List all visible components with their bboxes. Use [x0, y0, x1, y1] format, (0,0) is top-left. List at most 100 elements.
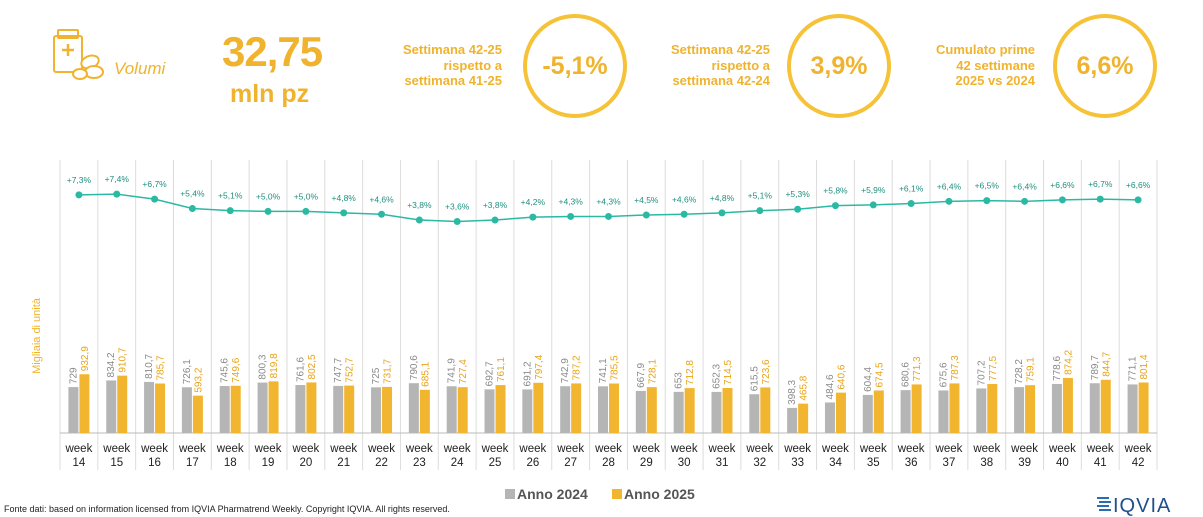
data-label-2024: 484,6 — [825, 374, 836, 399]
data-label-2024: 604,4 — [863, 366, 874, 391]
x-tick-label-number: 40 — [1056, 457, 1069, 469]
data-label-2024: 652,3 — [711, 363, 722, 388]
x-tick-label-week: week — [518, 443, 546, 455]
data-label-2025: 712,8 — [685, 360, 696, 385]
growth-point — [340, 209, 348, 217]
kpi-label: Volumi — [114, 59, 166, 78]
x-tick-label-week: week — [1086, 443, 1114, 455]
x-tick-label-number: 23 — [413, 457, 426, 469]
bar-2025-week-31 — [722, 387, 733, 433]
growth-label: +7,4% — [105, 174, 130, 184]
data-label-2024: 680,6 — [901, 362, 912, 387]
x-tick-label-number: 39 — [1018, 457, 1031, 469]
x-tick-label-week: week — [594, 443, 622, 455]
kpi-box-2-line-3: settimana 42-24 — [672, 73, 770, 88]
x-tick-label-week: week — [1124, 443, 1152, 455]
kpi-box-1-line-3: settimana 41-25 — [404, 73, 502, 88]
bar-2024-week-26 — [522, 389, 533, 433]
bar-2025-week-25 — [495, 385, 506, 433]
bar-2024-week-20 — [295, 385, 306, 433]
data-label-2025: 844,7 — [1101, 351, 1112, 376]
data-label-2025: 465,8 — [799, 375, 810, 400]
x-tick-label-number: 32 — [753, 457, 766, 469]
bar-2025-week-27 — [571, 383, 582, 433]
kpi-box-3-circle: 6,6% — [1053, 14, 1157, 118]
x-tick-label-week: week — [670, 443, 698, 455]
growth-label: +6,7% — [142, 179, 167, 189]
data-label-2024: 745,6 — [220, 358, 231, 383]
data-label-2024: 726,1 — [182, 359, 193, 384]
bar-2025-week-29 — [646, 387, 657, 433]
growth-label: +5,9% — [861, 185, 886, 195]
x-tick-label-number: 33 — [791, 457, 804, 469]
x-tick-label-week: week — [708, 443, 736, 455]
growth-label: +5,1% — [748, 191, 773, 201]
x-tick-label-week: week — [632, 443, 660, 455]
x-tick-label-number: 37 — [943, 457, 956, 469]
pills-box-icon — [53, 29, 104, 80]
kpi-box-2-text: Settimana 42-25 rispetto a settimana 42-… — [620, 42, 770, 89]
bar-2025-week-37 — [949, 383, 960, 433]
data-label-2025: 752,7 — [345, 357, 356, 382]
bar-2024-week-36 — [900, 390, 911, 433]
data-label-2024: 398,3 — [787, 379, 798, 404]
bar-2024-week-39 — [1014, 387, 1025, 433]
growth-point — [869, 201, 877, 209]
growth-point — [945, 197, 953, 205]
data-label-2025: 759,1 — [1026, 357, 1037, 382]
data-label-2024: 747,7 — [333, 357, 344, 382]
growth-label: +7,3% — [67, 175, 92, 185]
data-label-2024: 778,6 — [1052, 355, 1063, 380]
logo-text: IQVIA — [1113, 495, 1171, 517]
x-tick-label-number: 34 — [829, 457, 842, 469]
growth-label: +4,6% — [672, 194, 697, 204]
growth-point — [302, 207, 310, 215]
bar-2024-week-23 — [408, 383, 419, 433]
bar-2024-week-32 — [749, 394, 760, 433]
growth-label: +6,4% — [1012, 181, 1037, 191]
x-tick-label-week: week — [178, 443, 206, 455]
growth-label: +6,7% — [1088, 179, 1113, 189]
x-tick-label-number: 42 — [1132, 457, 1145, 469]
x-tick-label-number: 26 — [526, 457, 539, 469]
data-label-2024: 742,9 — [560, 358, 571, 383]
growth-point — [453, 217, 461, 225]
legend: Anno 2024 Anno 2025 — [505, 486, 695, 502]
growth-point — [567, 212, 575, 220]
growth-label: +4,8% — [332, 193, 357, 203]
growth-label: +5,3% — [785, 189, 810, 199]
bar-2024-week-19 — [257, 382, 268, 433]
growth-label: +4,6% — [369, 194, 394, 204]
data-label-2025: 723,6 — [761, 359, 772, 384]
bar-2025-week-38 — [987, 384, 998, 433]
data-label-2025: 777,5 — [988, 356, 999, 381]
growth-label: +6,6% — [1126, 180, 1151, 190]
bar-2025-week-17 — [192, 395, 203, 433]
bar-2025-week-24 — [457, 387, 468, 433]
growth-label: +6,6% — [1050, 180, 1075, 190]
data-label-2025: 640,6 — [836, 364, 847, 389]
bar-2024-week-42 — [1127, 384, 1138, 433]
data-label-2024: 615,5 — [749, 366, 760, 391]
kpi-value: 32,75 — [222, 28, 323, 75]
y-axis-label: Migliaia di unità — [31, 297, 43, 374]
growth-point — [378, 210, 386, 218]
data-label-2024: 675,6 — [938, 362, 949, 387]
growth-point — [794, 205, 802, 213]
x-tick-label-week: week — [821, 443, 849, 455]
growth-label: +4,3% — [559, 196, 584, 206]
bar-2025-week-18 — [230, 385, 241, 433]
x-tick-label-number: 17 — [186, 457, 199, 469]
data-label-2024: 771,1 — [1128, 356, 1139, 381]
x-tick-label-week: week — [443, 443, 471, 455]
x-tick-label-number: 20 — [299, 457, 312, 469]
data-label-2025: 910,7 — [118, 347, 129, 372]
kpi-box-2-line-2: rispetto a — [711, 57, 770, 73]
x-tick-label-week: week — [783, 443, 811, 455]
data-label-2024: 741,1 — [598, 358, 609, 383]
kpi-box-2-line-1: Settimana 42-25 — [671, 42, 770, 57]
growth-point — [1058, 196, 1066, 204]
x-tick-label-number: 19 — [262, 457, 275, 469]
x-tick-label-week: week — [102, 443, 130, 455]
